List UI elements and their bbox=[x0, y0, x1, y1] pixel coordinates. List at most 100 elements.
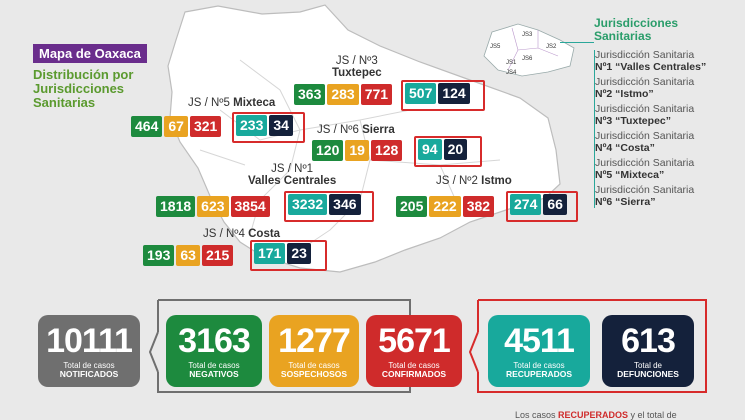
highlight-js3 bbox=[401, 80, 485, 111]
total-defunciones-line2: DEFUNCIONES bbox=[617, 369, 679, 379]
mini-label-js4: JS4 bbox=[506, 70, 517, 76]
total-confirmados-line2: CONFIRMADOS bbox=[381, 369, 447, 379]
mini-label-js5: JS5 bbox=[490, 44, 501, 50]
gray-frame bbox=[157, 299, 411, 393]
total-confirmados-value: 5671 bbox=[378, 322, 451, 360]
total-sospechosos: 1277 Total de casos SOSPECHOSOS bbox=[269, 315, 359, 387]
chip-js1-recuperados: 3232 bbox=[288, 194, 328, 215]
chip-js3-negativos: 363 bbox=[294, 84, 326, 105]
chip-js4-recuperados: 171 bbox=[254, 243, 286, 264]
row-js6-highlight: 94 20 bbox=[418, 139, 468, 160]
mini-map-connector bbox=[560, 42, 594, 43]
footer-pre: Los casos bbox=[515, 410, 559, 420]
chip-js1-confirmados: 3854 bbox=[230, 196, 270, 217]
label-js1-prefix: JS / Nº1 bbox=[271, 163, 314, 175]
legend-item-js2-line2: Nº2 “Istmo” bbox=[595, 87, 654, 100]
legend-item-js4-line2: Nº4 “Costa” bbox=[595, 141, 655, 154]
legend-item-js1-line2: Nº1 “Valles Centrales” bbox=[595, 60, 707, 73]
row-js1-highlight: 3232 346 bbox=[288, 194, 361, 215]
total-negativos-value: 3163 bbox=[178, 322, 251, 360]
legend-item-js2: Jurisdicción Sanitaria Nº2 “Istmo” bbox=[595, 76, 740, 100]
highlight-js4 bbox=[250, 240, 327, 271]
chip-js1-defunciones: 346 bbox=[329, 194, 361, 215]
row-js3: 363 283 771 bbox=[294, 84, 393, 105]
mini-label-js1: JS1 bbox=[506, 60, 517, 66]
row-js5-highlight: 233 34 bbox=[236, 115, 293, 136]
label-js6: JS / Nº6 Sierra bbox=[317, 124, 395, 136]
chip-js4-sospechosos: 63 bbox=[176, 245, 200, 266]
total-confirmados: 5671 Total de casos CONFIRMADOS bbox=[366, 315, 462, 387]
legend-item-js3-line1: Jurisdicción Sanitaria bbox=[595, 103, 695, 115]
label-js6-name: Sierra bbox=[362, 124, 395, 136]
row-js5: 464 67 321 bbox=[131, 116, 222, 137]
total-negativos: 3163 Total de casos NEGATIVOS bbox=[166, 315, 262, 387]
page-title: Mapa de Oaxaca bbox=[33, 44, 147, 63]
label-js3: JS / Nº3 Tuxtepec bbox=[332, 55, 382, 79]
total-notificados: 10111 Total de casos NOTIFICADOS bbox=[38, 315, 140, 387]
chip-js5-confirmados: 321 bbox=[189, 116, 222, 137]
chip-js2-defunciones: 66 bbox=[543, 194, 567, 215]
mini-label-js6: JS6 bbox=[522, 56, 533, 62]
legend-item-js5: Jurisdicción Sanitaria Nº5 “Mixteca” bbox=[595, 157, 740, 181]
total-negativos-line1: Total de casos bbox=[188, 361, 240, 370]
mini-label-js2: JS2 bbox=[546, 44, 557, 50]
highlight-js5 bbox=[232, 112, 305, 143]
row-js4: 193 63 215 bbox=[143, 245, 234, 266]
total-confirmados-line1: Total de casos bbox=[388, 361, 440, 370]
total-notificados-label: Total de casos NOTIFICADOS bbox=[38, 361, 140, 379]
chip-js6-recuperados: 94 bbox=[418, 139, 442, 160]
legend-item-js5-line1: Jurisdicción Sanitaria bbox=[595, 157, 695, 169]
row-js4-highlight: 171 23 bbox=[254, 243, 311, 264]
total-sospechosos-line2: SOSPECHOSOS bbox=[280, 369, 348, 379]
legend-item-js3: Jurisdicción Sanitaria Nº3 “Tuxtepec” bbox=[595, 103, 740, 127]
total-recuperados-line2: RECUPERADOS bbox=[505, 369, 573, 379]
total-recuperados-value: 4511 bbox=[504, 322, 575, 360]
chip-js1-sospechosos: 623 bbox=[197, 196, 229, 217]
chip-js5-negativos: 464 bbox=[131, 116, 163, 137]
legend-item-js3-line2: Nº3 “Tuxtepec” bbox=[595, 114, 671, 127]
chip-js6-defunciones: 20 bbox=[443, 139, 468, 160]
highlight-js6 bbox=[414, 136, 482, 167]
total-defunciones-line1: Total de bbox=[633, 361, 663, 370]
chip-js2-recuperados: 274 bbox=[510, 194, 542, 215]
legend-item-js4-line1: Jurisdicción Sanitaria bbox=[595, 130, 695, 142]
footer-note: Los casos RECUPERADOS y el total de bbox=[515, 410, 677, 420]
red-frame bbox=[477, 299, 707, 393]
gray-frame-arrow bbox=[148, 331, 159, 373]
mini-map: JS5 JS6 JS3 JS1 JS2 JS4 bbox=[483, 23, 575, 77]
label-js2-prefix: JS / Nº2 bbox=[436, 175, 478, 187]
total-defunciones-label: Total de DEFUNCIONES bbox=[602, 361, 694, 379]
mini-label-js3: JS3 bbox=[522, 32, 533, 38]
label-js2-name: Istmo bbox=[481, 175, 512, 187]
legend-item-js1: Jurisdicción Sanitaria Nº1 “Valles Centra… bbox=[595, 49, 740, 73]
chip-js3-defunciones: 124 bbox=[438, 83, 470, 104]
total-defunciones-value: 613 bbox=[621, 322, 676, 360]
chip-js2-sospechosos: 222 bbox=[429, 196, 461, 217]
chip-js3-confirmados: 771 bbox=[360, 84, 393, 105]
total-notificados-line1: Total de casos bbox=[63, 361, 115, 370]
highlight-js2 bbox=[506, 191, 578, 222]
chip-js2-confirmados: 382 bbox=[462, 196, 495, 217]
legend-item-js5-line2: Nº5 “Mixteca” bbox=[595, 168, 665, 181]
label-js3-prefix: JS / Nº3 bbox=[335, 55, 378, 67]
chip-js1-negativos: 1818 bbox=[156, 196, 196, 217]
legend-item-js2-line1: Jurisdicción Sanitaria bbox=[595, 76, 695, 88]
chip-js6-sospechosos: 19 bbox=[345, 140, 369, 161]
label-js1: JS / Nº1 Valles Centrales bbox=[248, 163, 336, 187]
chip-js3-recuperados: 507 bbox=[405, 83, 437, 104]
total-sospechosos-value: 1277 bbox=[278, 322, 351, 360]
row-js3-highlight: 507 124 bbox=[405, 83, 470, 104]
label-js6-prefix: JS / Nº6 bbox=[317, 124, 359, 136]
total-notificados-line2: NOTIFICADOS bbox=[59, 369, 119, 379]
legend-list: Jurisdicción Sanitaria Nº1 “Valles Centra… bbox=[594, 49, 740, 208]
label-js1-name: Valles Centrales bbox=[248, 175, 337, 187]
label-js3-name: Tuxtepec bbox=[332, 67, 382, 79]
footer-post: y el total de bbox=[628, 410, 677, 420]
chip-js2-negativos: 205 bbox=[396, 196, 428, 217]
legend-item-js1-line1: Jurisdicción Sanitaria bbox=[595, 49, 695, 61]
legend-item-js4: Jurisdicción Sanitaria Nº4 “Costa” bbox=[595, 130, 740, 154]
total-confirmados-label: Total de casos CONFIRMADOS bbox=[366, 361, 462, 379]
label-js2: JS / Nº2 Istmo bbox=[436, 175, 512, 187]
chip-js3-sospechosos: 283 bbox=[327, 84, 359, 105]
total-recuperados-label: Total de casos RECUPERADOS bbox=[488, 361, 590, 379]
